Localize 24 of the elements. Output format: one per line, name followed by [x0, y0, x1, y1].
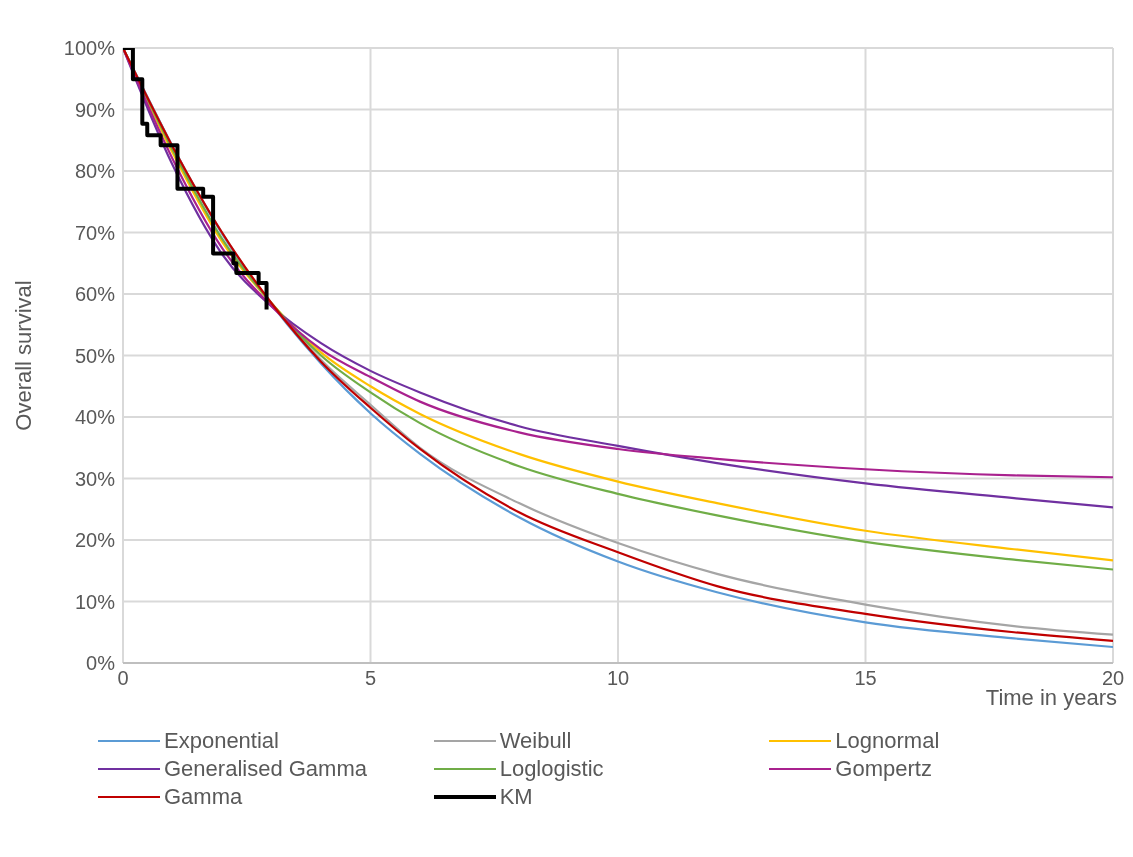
y-tick-label: 30%: [74, 467, 116, 490]
legend-label: Weibull: [499, 728, 572, 754]
legend-label: Gamma: [164, 784, 243, 810]
y-tick-label: 0%: [86, 652, 116, 675]
legend-label: Gompertz: [835, 756, 932, 782]
y-tick-label: 10%: [74, 590, 116, 613]
y-tick-label: 40%: [74, 406, 116, 429]
y-tick-label: 100%: [63, 37, 116, 60]
legend-label: Generalised Gamma: [164, 756, 367, 782]
y-axis-title: Overall survival: [10, 280, 36, 431]
x-tick-label: 0: [117, 667, 129, 690]
y-tick-label: 80%: [74, 160, 116, 183]
y-tick-label: 70%: [74, 221, 116, 244]
legend-label: Exponential: [164, 728, 279, 754]
y-tick-label: 90%: [74, 98, 116, 121]
y-tick-label: 20%: [74, 529, 116, 552]
legend-label: Loglogistic: [499, 756, 604, 782]
x-tick-label: 10: [606, 667, 630, 690]
y-tick-label: 60%: [74, 283, 116, 306]
legend-label: Lognormal: [835, 728, 940, 754]
y-tick-label: 50%: [74, 344, 116, 367]
x-tick-label: 5: [364, 667, 377, 690]
legend-label: KM: [499, 784, 533, 810]
x-tick-label: 15: [854, 667, 877, 690]
